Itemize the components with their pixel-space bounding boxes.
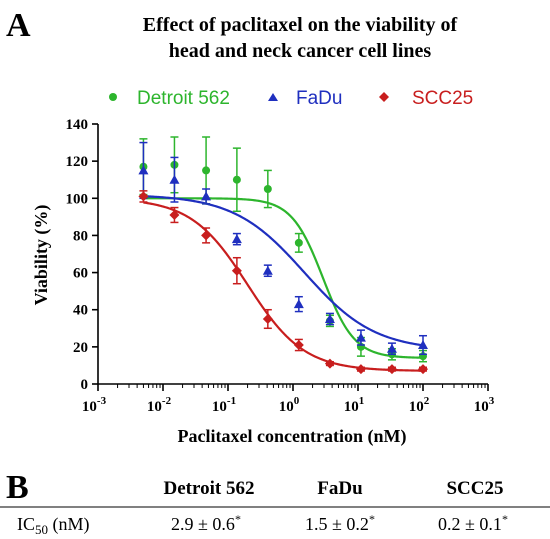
x-tick-label: 10-3	[82, 395, 107, 415]
x-tick-label: 100	[279, 395, 300, 415]
marker-diamond	[262, 314, 273, 324]
marker-triangle	[418, 340, 428, 349]
y-tick-label: 80	[73, 228, 88, 244]
marker-diamond	[138, 191, 149, 202]
chart-title-line-1: Effect of paclitaxel on the viability of	[143, 14, 458, 36]
marker-diamond	[355, 364, 366, 375]
fit-curve-scc25	[143, 201, 424, 372]
x-tick-label: 10-1	[212, 395, 236, 415]
x-tick-label: 101	[344, 395, 365, 415]
marker-diamond	[324, 358, 335, 369]
marker-triangle	[355, 332, 366, 342]
y-tick-label: 100	[66, 191, 89, 207]
table-header-scc25: SCC25	[446, 478, 503, 499]
marker-diamond	[386, 364, 397, 375]
data-point-fadu	[138, 141, 149, 200]
legend-label-scc25: SCC25	[412, 88, 473, 109]
table-cell-fadu: 1.5 ± 0.2*	[305, 512, 375, 534]
panel-a-letter: A	[6, 7, 31, 44]
marker-circle	[202, 166, 211, 175]
data-point-fadu	[386, 342, 397, 356]
marker-triangle	[293, 299, 304, 309]
data-point-fadu	[324, 312, 335, 326]
marker-triangle	[201, 191, 212, 201]
data-point-fadu	[418, 334, 428, 356]
data-point-scc25	[231, 256, 242, 285]
data-point-scc25	[201, 227, 212, 244]
marker-circle	[294, 238, 303, 247]
data-point-scc25	[169, 206, 180, 224]
marker-diamond	[418, 364, 428, 375]
data-point-detroit-562	[232, 147, 241, 213]
table-row-label: IC50 (nM)	[17, 514, 90, 537]
fit-curve-detroit-562	[143, 197, 424, 359]
data-point-scc25	[418, 364, 428, 375]
table-cell-scc25: 0.2 ± 0.1*	[438, 512, 508, 534]
legend-marker-scc25	[379, 92, 389, 102]
plot-area	[138, 136, 428, 375]
data-point-fadu	[262, 264, 273, 278]
legend: Detroit 562 FaDu SCC25	[109, 88, 473, 109]
chart-title-line-2: head and neck cancer cell lines	[169, 40, 432, 62]
y-tick-label: 20	[73, 340, 88, 356]
panel-b-letter: B	[6, 469, 29, 506]
table-header-detroit-562: Detroit 562	[164, 478, 255, 499]
data-point-fadu	[293, 295, 304, 313]
table-cell-detroit-562: 2.9 ± 0.6*	[171, 512, 241, 534]
axes: 0 20 40 60 80 100 120 140 10-3 10-2 10-1 100 101 102…	[66, 117, 495, 415]
y-tick-label: 140	[66, 117, 89, 133]
x-tick-label: 102	[409, 395, 430, 415]
marker-diamond	[231, 265, 242, 276]
x-tick-label: 103	[474, 395, 495, 415]
legend-marker-fadu	[268, 93, 278, 101]
legend-marker-detroit-562	[109, 93, 117, 101]
legend-label-detroit-562: Detroit 562	[137, 88, 230, 109]
marker-circle	[232, 175, 241, 184]
marker-circle	[263, 185, 272, 193]
data-point-fadu	[355, 329, 366, 346]
data-point-fadu	[169, 156, 180, 203]
marker-triangle	[262, 265, 273, 275]
data-point-fadu	[201, 188, 212, 205]
data-point-fadu	[231, 232, 242, 246]
y-tick-label: 40	[73, 303, 88, 319]
data-point-scc25	[386, 364, 397, 375]
legend-label-fadu: FaDu	[296, 88, 342, 109]
y-tick-label: 120	[66, 154, 89, 170]
y-axis-title: Viability (%)	[31, 205, 52, 306]
data-point-scc25	[138, 190, 149, 203]
data-point-scc25	[262, 308, 273, 330]
marker-triangle	[169, 174, 180, 184]
marker-triangle	[386, 343, 397, 353]
y-tick-label: 0	[81, 377, 89, 393]
marker-triangle	[231, 234, 242, 244]
y-tick-label: 60	[73, 266, 88, 282]
marker-triangle	[324, 314, 335, 323]
x-tick-label: 10-2	[147, 395, 172, 415]
x-axis-title: Paclitaxel concentration (nM)	[178, 426, 407, 447]
marker-diamond	[293, 340, 304, 350]
y-ticks: 0 20 40 60 80 100 120 140	[66, 117, 98, 393]
data-point-detroit-562	[294, 232, 303, 253]
data-point-scc25	[324, 358, 335, 369]
data-point-detroit-562	[263, 169, 272, 209]
x-ticks: 10-3 10-2 10-1 100 101 102 103	[82, 384, 495, 415]
marker-triangle	[138, 165, 149, 175]
fit-curve-fadu	[143, 195, 424, 347]
data-point-scc25	[293, 338, 304, 352]
marker-diamond	[169, 210, 180, 220]
table-header-fadu: FaDu	[317, 478, 363, 499]
ic50-table: Detroit 562 FaDu SCC25 IC50 (nM) 2.9 ± 0…	[0, 478, 550, 537]
data-point-scc25	[355, 364, 366, 375]
marker-diamond	[201, 230, 212, 241]
